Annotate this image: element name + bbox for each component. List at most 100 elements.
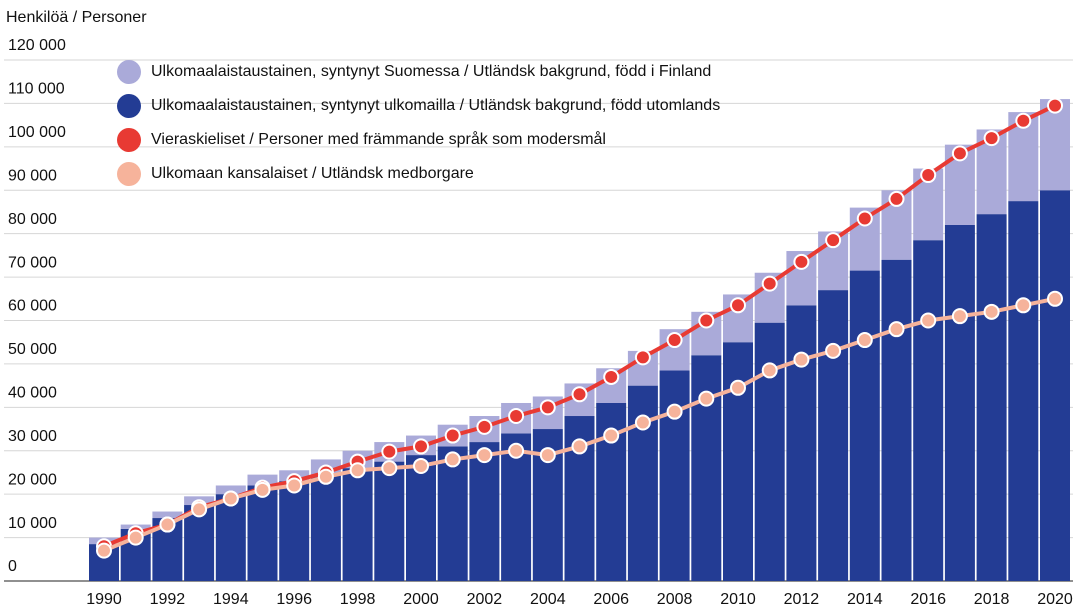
marker <box>825 342 842 359</box>
marker <box>1015 112 1032 129</box>
marker <box>222 490 239 507</box>
marker <box>349 462 366 479</box>
bar <box>659 370 690 581</box>
y-tick-label: 80 000 <box>8 211 57 228</box>
y-tick-label: 10 000 <box>8 515 57 532</box>
marker <box>317 468 334 485</box>
bar <box>1040 190 1070 581</box>
marker <box>1047 97 1063 114</box>
bar <box>437 446 468 581</box>
marker <box>476 418 493 435</box>
marker <box>1015 297 1032 314</box>
marker <box>508 442 525 459</box>
x-tick-label: 2010 <box>720 591 756 608</box>
legend-label: Ulkomaalaistaustainen, syntynyt ulkomail… <box>151 97 720 114</box>
y-tick-label: 0 <box>8 558 17 575</box>
marker <box>539 399 556 416</box>
bar <box>1008 201 1039 581</box>
marker <box>666 332 683 349</box>
marker <box>983 303 1000 320</box>
y-tick-label: 110 000 <box>8 81 65 98</box>
y-tick-label: 30 000 <box>8 428 57 445</box>
marker <box>856 210 873 227</box>
marker <box>603 427 620 444</box>
x-tick-label: 2016 <box>910 591 946 608</box>
x-tick-label: 2012 <box>784 591 820 608</box>
marker <box>413 438 429 455</box>
marker <box>254 481 271 498</box>
bar <box>310 474 341 581</box>
marker <box>951 145 968 162</box>
marker <box>127 529 144 546</box>
legend-label: Ulkomaan kansalaiset / Utländsk medborga… <box>151 165 474 182</box>
bar <box>754 322 785 581</box>
marker <box>666 403 683 420</box>
bar <box>723 342 753 581</box>
x-tick-label: 2014 <box>847 591 883 608</box>
marker <box>413 457 429 474</box>
marker <box>634 414 651 431</box>
bar <box>215 485 246 495</box>
marker <box>951 308 968 325</box>
marker <box>825 232 842 249</box>
marker <box>603 368 620 385</box>
bar <box>786 305 817 581</box>
y-axis-label: Henkilöä / Personer <box>6 9 147 26</box>
bar <box>1040 99 1070 191</box>
y-tick-label: 40 000 <box>8 385 57 402</box>
marker <box>856 332 873 349</box>
marker <box>793 253 810 270</box>
x-tick-label: 2018 <box>974 591 1010 608</box>
bar <box>279 481 310 581</box>
marker <box>730 297 746 314</box>
marker <box>698 390 715 407</box>
bar <box>913 240 944 581</box>
marker <box>539 447 556 464</box>
marker <box>191 501 208 518</box>
marker <box>920 167 937 184</box>
bar <box>944 224 975 581</box>
legend-swatch <box>117 128 141 152</box>
y-tick-label: 100 000 <box>8 124 66 141</box>
marker <box>698 312 715 329</box>
marker <box>761 362 778 379</box>
x-tick-label: 1998 <box>340 591 376 608</box>
marker <box>983 130 1000 147</box>
marker <box>920 312 937 329</box>
marker <box>1047 290 1063 307</box>
bar <box>818 290 849 581</box>
legend-swatch <box>117 94 141 118</box>
bar <box>184 505 215 581</box>
y-tick-label: 70 000 <box>8 254 57 271</box>
bar <box>342 468 373 581</box>
marker <box>793 351 810 368</box>
bar <box>881 259 912 581</box>
x-tick-label: 1996 <box>276 591 312 608</box>
marker <box>888 190 905 207</box>
bar <box>374 461 405 581</box>
marker <box>381 460 398 477</box>
marker <box>476 447 493 464</box>
x-tick-label: 2008 <box>657 591 693 608</box>
bar <box>247 485 278 581</box>
bar <box>691 355 722 581</box>
marker <box>730 379 746 396</box>
bar <box>849 270 880 581</box>
x-tick-label: 1990 <box>86 591 122 608</box>
x-tick-label: 2002 <box>467 591 503 608</box>
y-tick-label: 60 000 <box>8 298 57 315</box>
legend-swatch <box>117 60 141 84</box>
y-tick-label: 20 000 <box>8 471 57 488</box>
marker <box>381 443 398 460</box>
marker <box>571 438 588 455</box>
marker <box>508 408 525 425</box>
x-tick-label: 2006 <box>593 591 629 608</box>
marker <box>571 386 588 403</box>
bar <box>215 494 246 581</box>
legend-label: Ulkomaalaistaustainen, syntynyt Suomessa… <box>151 63 711 80</box>
marker <box>96 542 112 559</box>
marker <box>761 275 778 292</box>
y-tick-label: 90 000 <box>8 167 57 184</box>
x-tick-label: 1994 <box>213 591 249 608</box>
